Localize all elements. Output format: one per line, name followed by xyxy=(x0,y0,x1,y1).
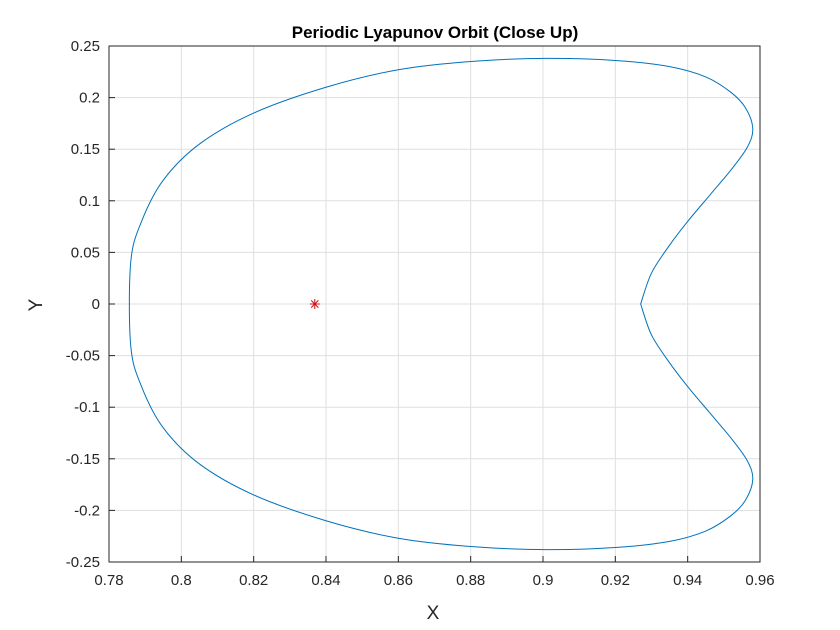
y-tick-label: 0.05 xyxy=(71,244,100,261)
y-tick-label: -0.25 xyxy=(66,554,100,571)
x-tick-label: 0.82 xyxy=(239,572,268,589)
y-axis-label: Y xyxy=(26,298,47,311)
y-tick-label: 0 xyxy=(92,296,100,313)
x-tick-label: 0.92 xyxy=(601,572,630,589)
grid xyxy=(108,45,761,563)
y-tick-label: 0.15 xyxy=(71,141,100,158)
y-tick-label: 0.25 xyxy=(71,38,100,55)
x-tick-label: 0.9 xyxy=(533,572,554,589)
x-axis-label: X xyxy=(427,603,440,624)
y-tick-label: -0.05 xyxy=(66,348,100,365)
chart-title: Periodic Lyapunov Orbit (Close Up) xyxy=(292,23,579,42)
x-tick-label: 0.86 xyxy=(384,572,413,589)
x-tick-label: 0.8 xyxy=(171,572,192,589)
y-tick-label: 0.2 xyxy=(79,90,100,107)
point-marker xyxy=(309,299,320,309)
y-tick-label: -0.15 xyxy=(66,451,100,468)
x-tick-label: 0.88 xyxy=(456,572,485,589)
orbit-line xyxy=(128,57,754,551)
y-tick-label: 0.1 xyxy=(79,193,100,210)
x-tick-label: 0.78 xyxy=(94,572,123,589)
x-tick-label: 0.84 xyxy=(311,572,340,589)
series-layer xyxy=(128,57,754,551)
y-tick-label: -0.2 xyxy=(74,502,100,519)
x-tick-label: 0.94 xyxy=(673,572,702,589)
x-tick-label: 0.96 xyxy=(745,572,774,589)
axis-ticks: 0.78 0.8 0.82 0.84 0.86 0.88 0.9 0.92 0.94 0.96 -0… xyxy=(66,38,775,589)
y-tick-label: -0.1 xyxy=(74,399,100,416)
